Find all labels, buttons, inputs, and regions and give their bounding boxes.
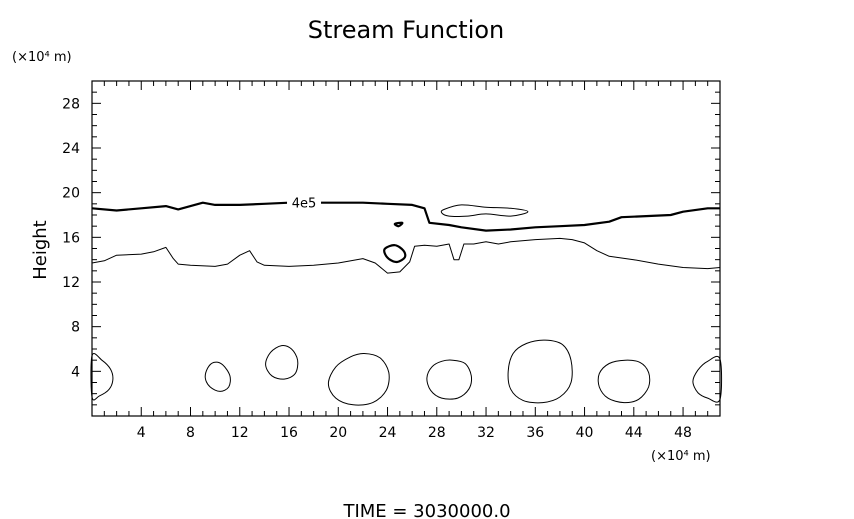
y-axis-unit: (×10⁴ m) <box>12 50 72 65</box>
x-tick-label: 32 <box>477 425 495 441</box>
contour-label: 4e5 <box>292 197 317 212</box>
x-tick-label: 44 <box>625 425 643 441</box>
x-tick-label: 36 <box>526 425 544 441</box>
x-tick-label: 16 <box>280 425 298 441</box>
upper-cell <box>440 204 529 217</box>
bottom-cell-2 <box>204 361 231 392</box>
small-dot <box>393 221 404 228</box>
y-tick-label: 28 <box>62 96 80 112</box>
y-tick-label: 4 <box>71 364 80 380</box>
y-tick-label: 16 <box>62 230 80 246</box>
x-tick-label: 40 <box>576 425 594 441</box>
contour-labels: 4e5 <box>287 194 322 212</box>
y-axis-label: Height <box>30 220 51 280</box>
mid-level-contour <box>91 237 721 274</box>
x-tick-label: 20 <box>329 425 347 441</box>
bottom-cell-8 <box>692 355 723 403</box>
bottom-cell-4 <box>327 352 390 406</box>
x-tick-label: 28 <box>428 425 446 441</box>
bottom-cell-1 <box>90 353 114 401</box>
bottom-cell-3 <box>265 345 299 380</box>
x-tick-label: 12 <box>231 425 249 441</box>
y-tick-label: 20 <box>62 186 80 202</box>
x-tick-label: 4 <box>137 425 146 441</box>
contour-label-gap <box>287 194 322 211</box>
bottom-cell-6 <box>507 339 573 404</box>
contour-lines <box>90 201 723 406</box>
chart-title: Stream Function <box>308 16 505 44</box>
plot-frame <box>91 80 721 417</box>
x-tick-label: 48 <box>674 425 692 441</box>
bottom-cell-7 <box>597 359 651 404</box>
x-tick-label: 24 <box>379 425 397 441</box>
y-tick-label: 12 <box>62 275 80 291</box>
y-tick-label: 24 <box>62 141 80 157</box>
bottom-cell-5 <box>426 359 472 400</box>
x-tick-label: 8 <box>186 425 195 441</box>
axis-ticks <box>91 80 721 417</box>
y-tick-label: 8 <box>71 320 80 336</box>
time-footer: TIME = 3030000.0 <box>342 501 510 519</box>
labeled-contour <box>91 201 720 232</box>
x-axis-unit: (×10⁴ m) <box>651 449 711 464</box>
mid-cell <box>383 244 407 264</box>
